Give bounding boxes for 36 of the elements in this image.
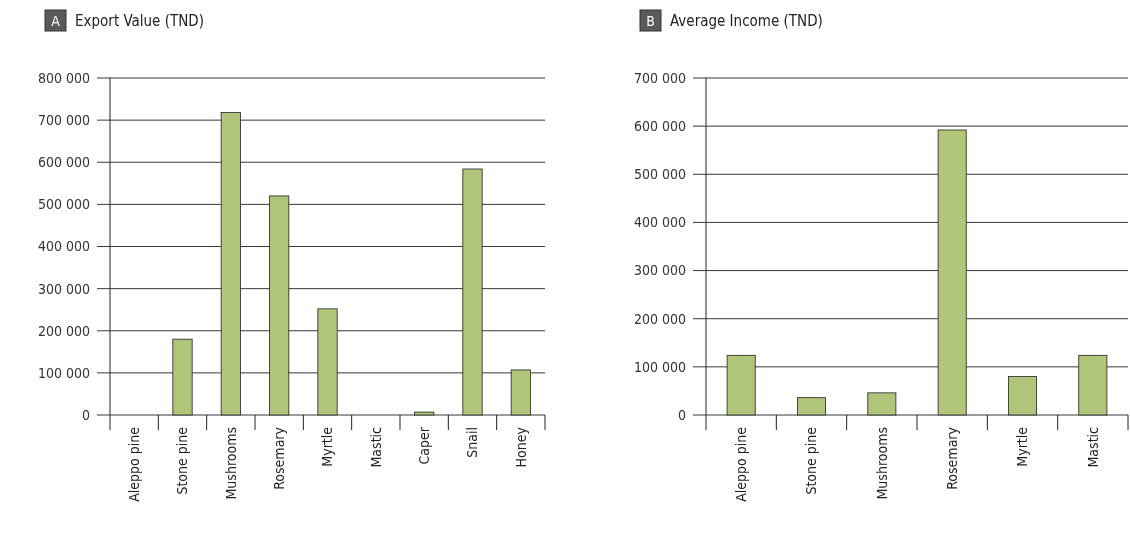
x-tick-label: Stone pine [803, 426, 820, 495]
x-tick-label: Rosemary [271, 426, 288, 490]
x-tick-label: Honey [512, 426, 529, 468]
x-tick-label: Myrtle [319, 426, 336, 467]
chart-title: Export Value (TND) [75, 12, 204, 31]
y-tick-label: 500 000 [633, 166, 686, 183]
y-tick-label: 300 000 [37, 280, 90, 297]
y-tick-label: 700 000 [633, 69, 686, 86]
y-tick-label: 500 000 [37, 196, 90, 213]
y-tick-label: 0 [677, 406, 686, 423]
y-tick-label: 800 000 [37, 69, 90, 86]
y-tick-label: 300 000 [633, 262, 686, 279]
x-tick-label: Mushrooms [873, 427, 890, 500]
y-tick-label: 200 000 [37, 322, 90, 339]
x-tick-label: Aleppo pine [126, 426, 143, 502]
x-tick-label: Aleppo pine [733, 426, 750, 502]
y-tick-label: 100 000 [37, 364, 90, 381]
y-tick-label: 400 000 [633, 214, 686, 231]
x-tick-label: Mastic [1084, 426, 1101, 468]
y-tick-label: 700 000 [37, 112, 90, 129]
y-tick-label: 600 000 [37, 154, 90, 171]
text: A [51, 12, 61, 29]
text: B [646, 12, 655, 29]
x-tick-label: Snail [464, 427, 481, 458]
y-tick-label: 0 [81, 406, 90, 423]
x-tick-label: Myrtle [1014, 426, 1031, 467]
x-tick-label: Caper [416, 426, 433, 465]
y-tick-label: 600 000 [633, 118, 686, 135]
y-tick-label: 100 000 [633, 358, 686, 375]
x-tick-label: Stone pine [174, 426, 191, 495]
y-tick-label: 200 000 [633, 310, 686, 327]
x-tick-label: Mushrooms [222, 427, 239, 500]
x-tick-label: Mastic [367, 426, 384, 468]
chart-title: Average Income (TND) [670, 12, 823, 31]
y-tick-label: 400 000 [37, 238, 90, 255]
x-tick-label: Rosemary [944, 426, 961, 490]
